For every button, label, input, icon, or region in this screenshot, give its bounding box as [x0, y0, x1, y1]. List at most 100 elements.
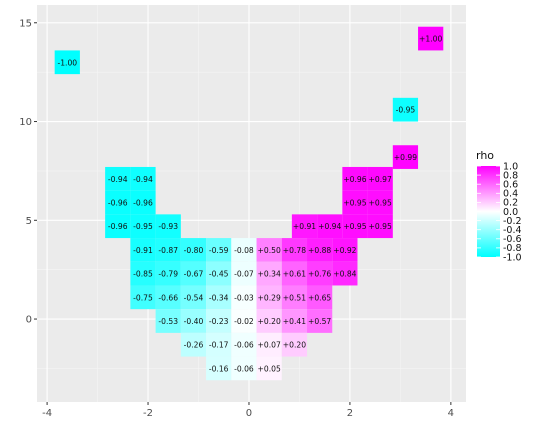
heatmap-tile — [155, 214, 181, 239]
heatmap-tile — [231, 332, 257, 357]
heatmap-tile — [307, 261, 333, 286]
tile-value-label: +0.96 — [343, 175, 366, 184]
tile-value-label: -0.75 — [133, 293, 153, 302]
heatmap-tile — [206, 285, 232, 310]
tile-value-label: +0.50 — [258, 246, 281, 255]
heatmap-tile — [256, 261, 282, 286]
tile-value-label: -0.34 — [209, 293, 229, 302]
x-tick-label: 2 — [347, 408, 353, 419]
legend-tick-label: -0.8 — [503, 243, 522, 254]
tile-value-label: +1.00 — [419, 35, 442, 44]
tile-value-label: +0.61 — [283, 270, 306, 279]
tile-value-label: -0.08 — [234, 246, 254, 255]
heatmap-tile — [130, 166, 156, 191]
tile-value-label: +0.05 — [258, 364, 281, 373]
heatmap-tile — [256, 309, 282, 333]
legend-tick-label: 0.2 — [503, 198, 518, 209]
tile-value-label: -0.26 — [184, 341, 204, 350]
x-tick-label: -2 — [143, 408, 153, 419]
heatmap-tile — [418, 26, 444, 51]
heatmap-tile — [206, 261, 232, 286]
tile-value-label: -0.07 — [234, 270, 254, 279]
heatmap-tile — [392, 145, 419, 169]
legend-tick-label: -0.4 — [503, 225, 522, 236]
legend-tick-label: -1.0 — [503, 252, 522, 263]
tile-value-label: -0.16 — [209, 364, 229, 373]
heatmap-tile — [206, 332, 232, 357]
tile-value-label: +0.34 — [258, 270, 281, 279]
tile-value-label: +0.99 — [394, 153, 417, 162]
heatmap-tile — [180, 261, 207, 286]
heatmap-tile — [130, 190, 156, 215]
heatmap-tile — [130, 238, 156, 262]
heatmap-tile — [256, 238, 282, 262]
heatmap-tile — [231, 356, 257, 381]
heatmap-tile — [206, 309, 232, 333]
tile-value-label: +0.51 — [283, 293, 306, 302]
legend: rho 1.00.80.60.40.20.0-0.2-0.4-0.6-0.8-1… — [476, 149, 522, 263]
heatmap-tile — [342, 166, 368, 191]
tile-value-label: -0.03 — [234, 293, 254, 302]
tile-value-label: +0.07 — [258, 341, 281, 350]
tile-value-label: -0.91 — [133, 246, 153, 255]
tile-value-label: -0.80 — [184, 246, 204, 255]
tile-value-label: -0.45 — [209, 270, 229, 279]
tile-value-label: -0.67 — [184, 270, 204, 279]
x-tick-label: 0 — [246, 408, 252, 419]
heatmap-tile — [281, 285, 308, 310]
tile-value-label: -0.94 — [133, 175, 153, 184]
heatmap-tile — [180, 332, 207, 357]
heatmap-tile — [155, 309, 181, 333]
tile-value-label: -0.06 — [234, 341, 254, 350]
tile-value-label: -0.66 — [158, 293, 178, 302]
heatmap-tile — [256, 332, 282, 357]
heatmap-tile — [367, 190, 393, 215]
heatmap-tile — [342, 190, 368, 215]
tile-value-label: +0.92 — [333, 246, 356, 255]
heatmap-tile — [281, 261, 308, 286]
heatmap-tile — [281, 238, 308, 262]
heatmap-tile — [54, 50, 80, 75]
y-tick-label: 10 — [19, 117, 32, 128]
heatmap-tile — [130, 214, 156, 239]
heatmap-tile — [180, 285, 207, 310]
tile-value-label: -0.02 — [234, 317, 254, 326]
tile-value-label: +0.97 — [369, 175, 392, 184]
tile-value-label: -0.96 — [133, 199, 153, 208]
tile-value-label: -0.85 — [133, 270, 153, 279]
tile-value-label: +0.91 — [293, 222, 316, 231]
y-tick-label: 15 — [19, 18, 32, 29]
tile-value-label: +0.94 — [318, 222, 341, 231]
heatmap-tile — [367, 214, 393, 239]
tile-value-label: -0.59 — [209, 246, 229, 255]
heatmap-tile — [256, 356, 282, 381]
tile-value-label: +0.29 — [258, 293, 281, 302]
tile-value-label: +0.95 — [369, 199, 392, 208]
legend-tick-label: 0.6 — [503, 180, 518, 191]
heatmap-tile — [392, 97, 419, 122]
tile-value-label: -0.06 — [234, 364, 254, 373]
heatmap-tile — [155, 238, 181, 262]
tile-value-label: -0.95 — [133, 222, 153, 231]
tile-value-label: -0.94 — [108, 175, 128, 184]
legend-tick-label: 0.0 — [503, 207, 518, 218]
tile-value-label: +0.78 — [283, 246, 306, 255]
legend-tick-label: 0.4 — [503, 189, 518, 200]
tile-value-label: -0.79 — [158, 270, 178, 279]
tile-value-label: +0.20 — [283, 341, 306, 350]
tiles: -1.00 +1.00 -0.95 +0.99 -0.94 -0.94 +0.96 +0.97… — [54, 26, 444, 381]
tile-value-label: -1.00 — [57, 58, 77, 67]
legend-tick-label: -0.2 — [503, 216, 522, 227]
legend-tick-label: 1.0 — [503, 161, 518, 172]
tile-value-label: +0.95 — [369, 222, 392, 231]
tile-value-label: -0.93 — [158, 222, 178, 231]
heatmap-tile — [231, 309, 257, 333]
heatmap-tile — [231, 285, 257, 310]
tile-value-label: -0.87 — [158, 246, 178, 255]
tile-value-label: -0.96 — [108, 222, 128, 231]
heatmap-tile — [332, 238, 358, 262]
heatmap-tile — [256, 285, 282, 310]
legend-ticks: 1.00.80.60.40.20.0-0.2-0.4-0.6-0.8-1.0 — [477, 161, 522, 263]
tile-value-label: -0.17 — [209, 341, 229, 350]
